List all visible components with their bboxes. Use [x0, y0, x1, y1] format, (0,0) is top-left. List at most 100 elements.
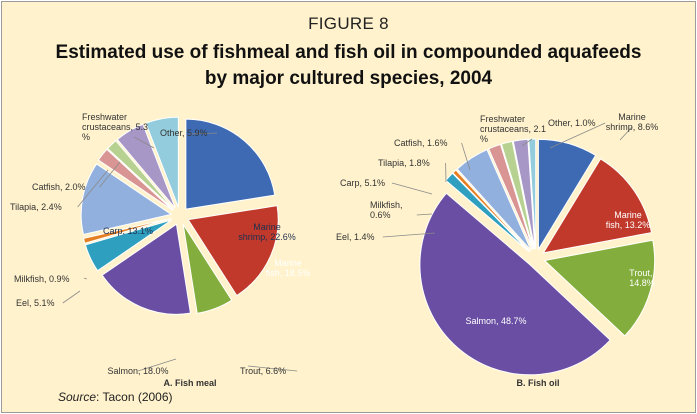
figure-title-line-2: by major cultured species, 2004 [204, 68, 493, 89]
leader-line [99, 161, 121, 188]
pie-slice [488, 143, 534, 250]
figure-title: Estimated use of fishmeal and fish oil i… [12, 40, 685, 92]
pie-slice [187, 205, 279, 297]
leader-line [83, 277, 87, 280]
slice-label: Milkfish, 0.9% [14, 274, 70, 284]
slice-label: Eel, 5.1% [16, 298, 55, 308]
slice-label: Marine fish, 18.5% [266, 258, 311, 278]
slice-label: Marine shrimp, 8.6% [606, 112, 659, 132]
pie-slice [82, 217, 172, 244]
pie-chart-title: A. Fish meal [163, 378, 216, 388]
pie-slice [528, 138, 537, 250]
slice-label: Other, 1.0% [548, 118, 596, 128]
slice-label-line: Freshwater [480, 114, 525, 124]
slice-label: Freshwater crustaceans, 5.3% [82, 112, 148, 142]
pie-slice [185, 118, 276, 210]
slice-label-line: fish, 18.5% [266, 268, 311, 278]
figure-label: FIGURE 8 [308, 14, 389, 33]
slice-label-line: Marine [274, 258, 302, 268]
slice-label-line: 14.8% [629, 278, 655, 288]
slice-label: Eel, 1.4% [336, 232, 375, 242]
slice-label-line: Eel, 1.4% [336, 232, 375, 242]
pie-slice [500, 140, 535, 250]
slice-label: Carp, 13.1% [103, 226, 153, 236]
leader-line [189, 132, 218, 135]
leader-line [77, 169, 109, 208]
slice-label-line: Marine [614, 210, 642, 220]
leader-line [549, 122, 606, 149]
source-note: Source: Tacon (2006) [58, 390, 173, 404]
slice-label: Catfish, 2.0% [32, 182, 86, 192]
pie-slice [182, 224, 233, 314]
leader-line [382, 232, 436, 238]
leader-line [247, 365, 298, 372]
leader-line [416, 213, 433, 216]
leader-line [137, 358, 177, 372]
figure-title-line-1: Estimated use of fishmeal and fish oil i… [55, 42, 642, 63]
slice-label-line: Milkfish, [370, 200, 403, 210]
slice-label-line: crustaceans, 5.3 [82, 122, 148, 132]
slice-label-line: Milkfish, 0.9% [14, 274, 70, 284]
slice-label-line: Catfish, 1.6% [394, 138, 448, 148]
pie-slice [97, 148, 174, 211]
slice-label: Marine shrimp, 22.6% [238, 222, 296, 242]
leader-line [461, 142, 471, 171]
slice-label-line: Salmon, 48.7% [465, 316, 526, 326]
slice-label-line: Tilapia, 1.8% [378, 158, 430, 168]
pie-slice [537, 138, 597, 252]
slice-label-line: Marine [618, 112, 646, 122]
slice-label: Tilapia, 2.4% [10, 202, 62, 212]
pie-slice [542, 158, 653, 254]
leader-line [521, 138, 533, 147]
pie-chart-fish-meal: Marine shrimp, 22.6%Marine fish, 18.5%Trou… [10, 112, 310, 388]
slice-label-line: % [480, 134, 488, 144]
slice-label: Freshwater crustaceans, 2.1% [480, 114, 546, 144]
slice-label-line: crustaceans, 2.1 [480, 124, 546, 134]
slice-label: Marine fish, 13.2% [606, 210, 651, 230]
slice-label-line: shrimp, 8.6% [606, 122, 659, 132]
slice-label-line: % [82, 132, 90, 142]
source-prefix: Source [58, 390, 97, 404]
slice-label-line: Eel, 5.1% [16, 298, 55, 308]
pie-slice [419, 192, 611, 376]
slice-label-line: Tilapia, 2.4% [10, 202, 62, 212]
slice-label-line: Trout, [629, 268, 655, 278]
slice-label-line: Trout, 6.6% [240, 366, 286, 376]
slice-label-line: Carp, 13.1% [103, 226, 153, 236]
source-text: : Tacon (2006) [96, 390, 173, 404]
slice-label-line: Carp, 5.1% [340, 178, 385, 188]
pie-slice [543, 239, 656, 337]
pie-chart-title: B. Fish oil [516, 378, 559, 388]
slice-label: Salmon, 18.0% [107, 366, 168, 376]
slice-label: Other, 5.9% [160, 128, 208, 138]
pie-slice [512, 138, 536, 250]
slice-label: Catfish, 1.6% [394, 138, 448, 148]
slice-label-line: Freshwater [82, 112, 127, 122]
pie-slice [106, 140, 175, 210]
slice-label: Salmon, 48.7% [465, 316, 526, 326]
slice-label: Milkfish, 0.6% [370, 200, 403, 220]
slice-label-line: Other, 1.0% [548, 118, 596, 128]
slice-label: Tilapia, 1.8% [378, 158, 430, 168]
leader-line [619, 126, 633, 141]
leader-line [133, 136, 155, 149]
slice-label: Carp, 5.1% [340, 178, 385, 188]
pie-slice [145, 116, 179, 208]
slice-label-line: 0.6% [370, 210, 391, 220]
slice-label-line: Marine [253, 222, 281, 232]
pie-charts: Marine shrimp, 22.6%Marine fish, 18.5%Trou… [10, 112, 659, 388]
pie-slice [84, 219, 173, 272]
chart-area: Marine shrimp, 22.6% Marine fish, 18.5% Trou… [2, 106, 695, 412]
leader-line [391, 182, 433, 195]
slice-label-line: Catfish, 2.0% [32, 182, 86, 192]
pie-slice [456, 149, 532, 251]
slice-label: Trout, 14.8% [629, 268, 655, 288]
pie-slice [452, 169, 531, 252]
slice-label-line: Other, 5.9% [160, 128, 208, 138]
slice-label-line: shrimp, 22.6% [238, 232, 296, 242]
figure-header: FIGURE 8 Estimated use of fishmeal and f… [2, 2, 695, 106]
leader-line [62, 290, 81, 304]
pie-slice [116, 123, 176, 209]
pie-slice [101, 223, 192, 315]
